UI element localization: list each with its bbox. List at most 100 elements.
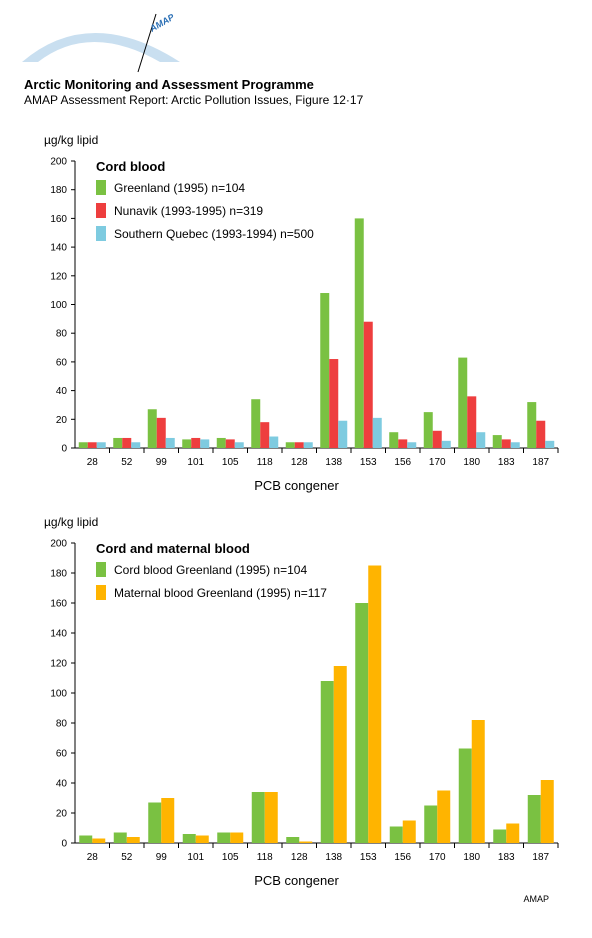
- x-tick-label: 138: [325, 852, 342, 863]
- legend-swatch-3: [96, 226, 106, 241]
- x-tick-label: 101: [187, 457, 204, 468]
- y-tick-label: 180: [50, 569, 67, 580]
- x-axis-label: PCB congener: [254, 478, 339, 493]
- bar-1-128: [286, 837, 300, 843]
- bar-2-183: [506, 823, 520, 843]
- x-tick-label: 153: [360, 457, 377, 468]
- y-tick-label: 60: [56, 357, 68, 368]
- logo-stroke: [137, 13, 157, 73]
- bar-1-170: [423, 412, 433, 448]
- x-axis-label: PCB congener: [254, 873, 339, 888]
- bar-1-101: [182, 834, 196, 843]
- y-axis-label: µg/kg lipid: [44, 133, 98, 147]
- bar-2-105: [230, 832, 244, 843]
- bar-3-187: [545, 440, 555, 448]
- bar-1-52: [113, 437, 123, 448]
- legend-title: Cord blood: [96, 159, 165, 174]
- bar-2-28: [92, 838, 106, 843]
- bar-1-180: [458, 357, 468, 448]
- y-tick-label: 80: [56, 719, 68, 730]
- bar-2-187: [540, 780, 554, 843]
- bar-2-153: [368, 565, 382, 843]
- bar-1-118: [251, 399, 261, 448]
- y-tick-label: 0: [61, 444, 67, 455]
- x-tick-label: 28: [87, 852, 99, 863]
- bar-2-99: [161, 798, 175, 843]
- bar-2-170: [437, 790, 451, 843]
- bar-1-101: [182, 439, 192, 448]
- y-tick-label: 20: [56, 415, 68, 426]
- bar-1-170: [424, 805, 438, 843]
- bar-2-183: [501, 439, 511, 448]
- logo-text: AMAP: [147, 11, 177, 34]
- x-tick-label: 101: [187, 852, 204, 863]
- bar-2-156: [398, 439, 408, 448]
- organization-name: Arctic Monitoring and Assessment Program…: [24, 77, 314, 92]
- bar-2-118: [260, 422, 270, 448]
- y-tick-label: 100: [50, 689, 67, 700]
- legend-label-2: Nunavik (1993-1995) n=319: [114, 204, 263, 218]
- bar-3-52: [131, 442, 141, 448]
- y-tick-label: 120: [50, 271, 67, 282]
- x-tick-label: 170: [429, 457, 446, 468]
- y-tick-label: 40: [56, 779, 68, 790]
- x-tick-label: 153: [360, 852, 377, 863]
- y-axis-label: µg/kg lipid: [44, 515, 98, 529]
- bar-1-105: [217, 832, 231, 843]
- bar-2-180: [471, 720, 485, 843]
- x-tick-label: 156: [394, 457, 411, 468]
- bar-2-128: [294, 442, 304, 448]
- x-tick-label: 128: [291, 852, 308, 863]
- y-tick-label: 140: [50, 243, 67, 254]
- bar-1-118: [251, 792, 265, 843]
- bar-1-180: [458, 748, 472, 843]
- bar-3-183: [510, 442, 520, 448]
- legend-label-1: Greenland (1995) n=104: [114, 181, 245, 195]
- amap-logo: AMAP: [22, 11, 180, 73]
- x-tick-label: 183: [498, 457, 515, 468]
- bar-2-153: [363, 321, 373, 448]
- bar-1-183: [493, 829, 507, 843]
- x-tick-label: 52: [121, 457, 133, 468]
- bar-2-99: [156, 417, 166, 448]
- x-tick-label: 105: [222, 852, 239, 863]
- x-tick-label: 138: [325, 457, 342, 468]
- y-tick-label: 60: [56, 749, 68, 760]
- bar-1-156: [389, 432, 399, 448]
- bar-1-52: [113, 832, 127, 843]
- bar-2-101: [195, 835, 209, 843]
- x-tick-label: 99: [156, 852, 168, 863]
- bar-3-153: [372, 417, 382, 448]
- y-tick-label: 160: [50, 599, 67, 610]
- x-tick-label: 28: [87, 457, 99, 468]
- x-tick-label: 105: [222, 457, 239, 468]
- chart-cord-blood: µg/kg lipid 0 20 40 60 80 100 120 140 160 180 200 28…: [44, 133, 559, 493]
- bar-1-99: [148, 802, 162, 843]
- legend-swatch-1: [96, 180, 106, 195]
- x-tick-label: 187: [532, 457, 549, 468]
- x-tick-label: 118: [257, 457, 273, 468]
- bar-1-128: [285, 442, 295, 448]
- x-tick-label: 128: [291, 457, 308, 468]
- legend-label-3: Southern Quebec (1993-1994) n=500: [114, 227, 314, 241]
- bar-2-156: [402, 820, 416, 843]
- bar-3-180: [476, 432, 486, 448]
- bar-2-118: [264, 792, 278, 843]
- legend-swatch-2: [96, 203, 106, 218]
- y-tick-label: 100: [50, 300, 67, 311]
- logo-arc: [22, 33, 180, 62]
- bar-1-138: [320, 293, 330, 448]
- bar-2-105: [225, 439, 235, 448]
- bar-3-101: [200, 439, 210, 448]
- bar-3-105: [234, 442, 244, 448]
- bar-3-118: [269, 436, 279, 448]
- bar-1-156: [389, 826, 403, 843]
- x-tick-label: 118: [257, 852, 273, 863]
- chart-cord-and-maternal-blood: µg/kg lipid 0 20 40 60 80 100 120 140 160 180 200 28…: [44, 515, 559, 888]
- y-tick-label: 40: [56, 386, 68, 397]
- x-tick-label: 52: [121, 852, 133, 863]
- x-tick-label: 156: [394, 852, 411, 863]
- bar-3-138: [338, 420, 348, 448]
- bar-3-156: [407, 442, 417, 448]
- bar-1-99: [147, 409, 157, 448]
